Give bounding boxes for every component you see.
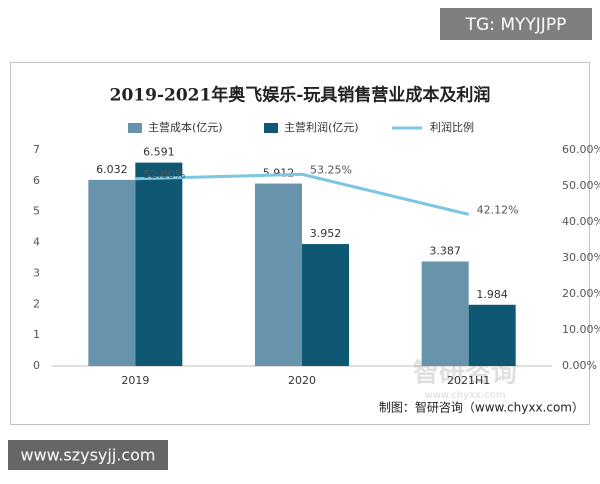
bar <box>135 162 183 366</box>
bar <box>88 179 136 366</box>
y2-tick-label: 30.00% <box>562 251 600 264</box>
bar-label: 6.032 <box>96 163 128 176</box>
y-tick-label: 2 <box>33 297 40 310</box>
y-tick-label: 3 <box>33 266 40 279</box>
bar <box>468 304 516 366</box>
y-tick-label: 4 <box>33 236 40 249</box>
legend-label: 主营成本(亿元) <box>148 120 223 134</box>
y-tick-label: 1 <box>33 328 40 341</box>
bar-label: 6.591 <box>143 146 175 159</box>
tag-box <box>440 8 592 40</box>
legend-label: 利润比例 <box>430 120 474 134</box>
legend-label: 主营利润(亿元) <box>284 120 359 134</box>
line-label: 53.25% <box>310 163 352 176</box>
tag: TG: MYYJJPP <box>465 15 567 35</box>
chart-title: 2019-2021年奥飞娱乐-玩具销售营业成本及利润 <box>110 85 491 106</box>
bar-label: 3.387 <box>429 244 461 257</box>
y2-tick-label: 60.00% <box>562 143 600 156</box>
footer-box <box>8 440 168 470</box>
y2-tick-label: 0.00% <box>562 359 597 372</box>
bar-label: 1.984 <box>476 288 508 301</box>
y2-tick-label: 10.00% <box>562 323 600 336</box>
x-tick-label: 2020 <box>288 374 316 387</box>
footer: www.szysyjj.com <box>20 446 155 465</box>
bar-label: 3.952 <box>310 227 342 240</box>
y-tick-label: 7 <box>33 143 40 156</box>
y-tick-label: 5 <box>33 205 40 218</box>
watermark-url: www.chyxx.com <box>425 390 506 401</box>
chart-frame <box>10 62 590 425</box>
line-label: 42.12% <box>477 203 519 216</box>
line-label: 52.00% <box>143 168 185 181</box>
y2-tick-label: 40.00% <box>562 215 600 228</box>
bar <box>302 244 349 366</box>
y-tick-label: 6 <box>33 174 40 187</box>
y-tick-label: 0 <box>33 359 40 372</box>
source: 制图：智研咨询（www.chyxx.com） <box>379 400 584 415</box>
legend-swatch <box>264 123 278 133</box>
line <box>135 172 470 216</box>
y2-tick-label: 20.00% <box>562 287 600 300</box>
bar-label: 5.912 <box>263 167 295 180</box>
x-tick-label: 2019 <box>121 374 149 387</box>
bar <box>421 261 469 366</box>
legend-swatch <box>128 123 142 133</box>
x-tick-label: 2021H1 <box>447 374 490 387</box>
y2-tick-label: 50.00% <box>562 179 600 192</box>
bar <box>255 183 302 366</box>
